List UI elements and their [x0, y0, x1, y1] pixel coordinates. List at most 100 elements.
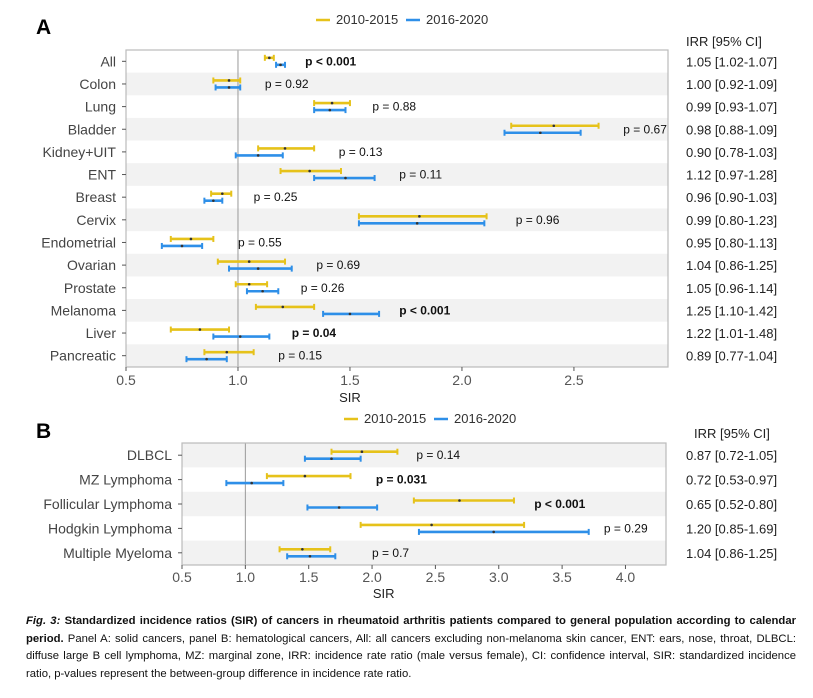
p-value: p = 0.13	[339, 145, 383, 159]
p-value: p = 0.92	[265, 77, 309, 91]
category-label: All	[100, 53, 116, 69]
point-estimate-2016-2020	[492, 530, 495, 534]
category-label: Ovarian	[67, 257, 116, 273]
point-estimate-2016-2020	[415, 222, 419, 225]
point-estimate-2016-2020	[261, 289, 264, 293]
irr-value: 0.99 [0.93-1.07]	[686, 100, 777, 115]
x-tick-label: 2.5	[426, 569, 446, 585]
point-estimate-2016-2020	[250, 481, 253, 485]
p-value: p = 0.7	[372, 546, 409, 560]
point-estimate-2010-2015	[268, 56, 271, 60]
point-estimate-2010-2015	[247, 260, 251, 263]
category-label: Lung	[85, 99, 116, 115]
p-value: p = 0.29	[604, 521, 648, 535]
point-estimate-2016-2020	[337, 506, 341, 509]
x-tick-label: 3.5	[552, 569, 572, 585]
irr-value: 0.65 [0.52-0.80]	[686, 497, 777, 512]
forest-row: DLBCL p = 0.14 0.87 [0.72-1.05]	[127, 447, 777, 463]
forest-row: Pancreatic p = 0.15 0.89 [0.77-1.04]	[50, 348, 777, 364]
forest-row: ENT p = 0.11 1.12 [0.97-1.28]	[88, 167, 777, 183]
x-tick-label: 1.0	[228, 372, 248, 388]
category-label: Pancreatic	[50, 348, 116, 364]
x-tick-label: 0.5	[172, 569, 192, 585]
category-label: ENT	[88, 167, 116, 183]
x-tick-label: 1.5	[340, 372, 360, 388]
p-value: p = 0.15	[278, 349, 322, 363]
row-stripe	[126, 117, 668, 141]
point-estimate-2010-2015	[189, 237, 193, 241]
p-value: p = 0.04	[292, 326, 337, 340]
irr-value: 0.89 [0.77-1.04]	[686, 349, 777, 364]
point-estimate-2016-2020	[180, 244, 184, 248]
p-value: p = 0.96	[516, 213, 560, 227]
row-stripe	[126, 163, 668, 186]
category-label: Liver	[86, 325, 117, 341]
point-estimate-2010-2015	[458, 499, 461, 502]
caption-body: Panel A: solid cancers, panel B: hematol…	[26, 632, 796, 680]
p-value: p = 0.25	[254, 190, 298, 204]
irr-value: 1.25 [1.10-1.42]	[686, 303, 777, 318]
point-estimate-2016-2020	[256, 267, 260, 270]
point-estimate-2010-2015	[198, 328, 202, 331]
x-axis-title: SIR	[339, 390, 361, 405]
row-stripe	[126, 299, 668, 322]
forest-row: MZ Lymphoma p = 0.031 0.72 [0.53-0.97]	[79, 472, 777, 488]
x-tick-label: 1.0	[236, 569, 256, 585]
point-estimate-2010-2015	[225, 350, 229, 354]
row-stripe	[182, 443, 666, 468]
irr-value: 1.04 [0.86-1.25]	[686, 258, 777, 273]
point-estimate-2010-2015	[303, 474, 307, 478]
point-estimate-2016-2020	[308, 555, 312, 558]
x-tick-label: 2.0	[452, 372, 472, 388]
forest-row: Bladder p = 0.67 0.98 [0.88-1.09]	[68, 121, 777, 137]
point-estimate-2010-2015	[552, 124, 556, 128]
plot-frame	[125, 49, 669, 368]
point-estimate-2010-2015	[360, 450, 364, 454]
point-estimate-2010-2015	[281, 305, 285, 309]
forest-row: All p < 0.001 1.05 [1.02-1.07]	[100, 53, 777, 69]
legend: 2010-2015 2016-2020	[344, 411, 516, 426]
category-label: Bladder	[68, 121, 117, 137]
row-stripe	[126, 253, 668, 277]
p-value: p = 0.55	[238, 235, 282, 249]
legend-label-2016-2020: 2016-2020	[454, 411, 516, 426]
point-estimate-2010-2015	[247, 282, 251, 286]
point-estimate-2016-2020	[205, 357, 208, 361]
irr-value: 1.05 [1.02-1.07]	[686, 54, 777, 69]
point-estimate-2016-2020	[348, 312, 352, 316]
irr-column-header: IRR [95% CI]	[694, 426, 770, 441]
p-value: p = 0.11	[399, 168, 442, 182]
point-estimate-2016-2020	[238, 335, 242, 338]
p-value: p = 0.26	[301, 281, 345, 295]
p-value: p < 0.001	[399, 303, 450, 317]
caption-fig-label: Fig. 3:	[26, 615, 61, 627]
point-estimate-2016-2020	[328, 108, 332, 112]
row-stripe	[126, 344, 668, 367]
forest-row: Lung p = 0.88 0.99 [0.93-1.07]	[85, 99, 777, 115]
forest-row: Liver p = 0.04 1.22 [1.01-1.48]	[86, 325, 777, 341]
irr-value: 0.90 [0.78-1.03]	[686, 145, 777, 160]
legend: 2010-2015 2016-2020	[316, 12, 488, 27]
point-estimate-2016-2020	[330, 457, 333, 461]
forest-row: Follicular Lymphoma p < 0.001 0.65 [0.52-0…	[43, 496, 777, 512]
forest-row: Hodgkin Lymphoma p = 0.29 1.20 [0.85-1.69]	[48, 520, 777, 536]
panel-letter: A	[36, 16, 51, 39]
category-label: Kidney+UIT	[42, 144, 116, 160]
forest-row: Kidney+UIT p = 0.13 0.90 [0.78-1.03]	[42, 144, 777, 160]
p-value: p = 0.88	[372, 100, 416, 114]
category-label: Endometrial	[41, 234, 116, 250]
point-estimate-2010-2015	[308, 169, 311, 173]
irr-value: 0.99 [0.80-1.23]	[686, 213, 777, 228]
p-value: p = 0.031	[376, 473, 427, 487]
legend-label-2016-2020: 2016-2020	[426, 12, 488, 27]
panel-letter: B	[36, 420, 51, 443]
point-estimate-2010-2015	[301, 548, 304, 551]
irr-column-header: IRR [95% CI]	[686, 34, 762, 49]
p-value: p = 0.67	[623, 122, 667, 136]
irr-value: 1.12 [0.97-1.28]	[686, 168, 777, 183]
panel-b: B 2010-2015 2016-2020 IRR [95% CI] 0.5 1.0 1.5…	[36, 411, 777, 601]
x-tick-label: 0.5	[116, 372, 136, 388]
point-estimate-2016-2020	[212, 199, 215, 202]
point-estimate-2010-2015	[330, 101, 334, 105]
p-value: p = 0.14	[416, 448, 460, 462]
